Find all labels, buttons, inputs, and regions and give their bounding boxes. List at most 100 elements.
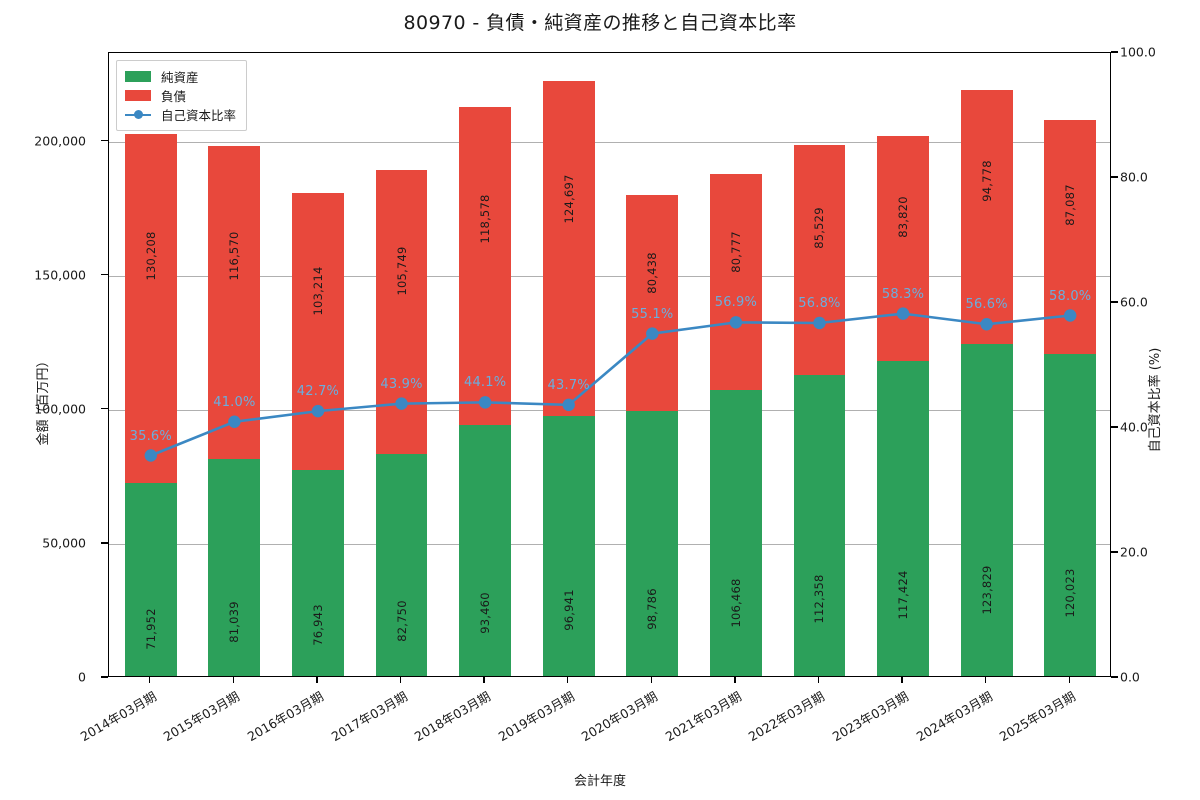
equity-ratio-marker[interactable] bbox=[395, 397, 408, 410]
x-axis-tickmark bbox=[1068, 677, 1070, 683]
x-axis-tick-label: 2020年03月期 bbox=[578, 688, 661, 745]
bar-segment-liabilities[interactable]: 103,214 bbox=[292, 192, 344, 470]
bar-segment-liabilities[interactable]: 124,697 bbox=[542, 81, 595, 416]
equity-ratio-marker[interactable] bbox=[980, 318, 993, 331]
x-axis-tick-label: 2024年03月期 bbox=[913, 688, 995, 745]
bar-segment-liabilities[interactable]: 80,777 bbox=[709, 173, 762, 391]
bar-segment-equity[interactable]: 81,039 bbox=[208, 458, 261, 676]
bar-stack[interactable]: 112,358 85,529 bbox=[793, 145, 846, 676]
equity-ratio-marker[interactable] bbox=[646, 327, 659, 340]
bar-stack[interactable]: 76,943 103,214 bbox=[292, 192, 344, 676]
legend-swatch-equity-ratio-icon bbox=[125, 109, 151, 120]
equity-ratio-value-label: 42.7% bbox=[296, 384, 340, 400]
bar-segment-liabilities[interactable]: 83,820 bbox=[877, 136, 929, 362]
legend-item-liabilities[interactable]: 負債 bbox=[125, 86, 236, 105]
equity-ratio-value-label: 56.6% bbox=[965, 297, 1008, 313]
plot-area: 71,952 130,208 81,039 116,570 76,943 103,214 8… bbox=[108, 52, 1111, 677]
bar-segment-liabilities[interactable]: 85,529 bbox=[793, 145, 846, 375]
x-axis-label: 会計年度 bbox=[573, 774, 626, 789]
bar-stack[interactable]: 93,460 118,578 bbox=[459, 107, 512, 676]
y-axis-tick-right: 60.0 bbox=[1120, 294, 1148, 310]
bar-stack[interactable]: 81,039 116,570 bbox=[208, 145, 261, 676]
bar-segment-equity[interactable]: 117,424 bbox=[877, 361, 929, 676]
x-axis-tick-label: 2017年03月期 bbox=[328, 688, 410, 745]
bar-stack[interactable]: 106,468 80,777 bbox=[709, 173, 762, 676]
x-axis-tickmark bbox=[149, 677, 151, 683]
equity-ratio-marker[interactable] bbox=[562, 398, 575, 412]
bar-stack[interactable]: 117,424 83,820 bbox=[877, 136, 929, 676]
x-axis-tick-label: 2019年03月期 bbox=[495, 688, 577, 745]
equity-ratio-marker[interactable] bbox=[478, 396, 492, 409]
bar-stack[interactable]: 123,829 94,778 bbox=[960, 89, 1013, 676]
x-axis-tickmark bbox=[567, 677, 569, 683]
y-axis-tick-left: 150,000 bbox=[34, 267, 86, 283]
y-axis-tick-left: 0 bbox=[78, 669, 86, 685]
y-axis-tickmark-right bbox=[1111, 551, 1118, 553]
equity-ratio-marker[interactable] bbox=[1064, 309, 1077, 322]
bar-segment-equity[interactable]: 98,786 bbox=[626, 411, 679, 676]
equity-ratio-value-label: 56.9% bbox=[714, 295, 758, 311]
bar-stack[interactable]: 71,952 130,208 bbox=[124, 133, 177, 676]
bar-segment-equity[interactable]: 120,023 bbox=[1044, 354, 1097, 676]
y-axis-label-right: 自己資本比率 (%) bbox=[1148, 347, 1164, 453]
x-axis-tickmark bbox=[984, 677, 987, 683]
bar-segment-equity[interactable]: 123,829 bbox=[960, 343, 1013, 676]
equity-ratio-value-label: 58.3% bbox=[881, 286, 925, 302]
legend-swatch-liabilities-icon bbox=[125, 90, 151, 101]
equity-ratio-value-label: 44.1% bbox=[463, 375, 507, 391]
y-axis-tick-right: 0.0 bbox=[1120, 669, 1140, 685]
y-axis-tickmark-right bbox=[1111, 301, 1118, 303]
page-title: 80970 - 負債・純資産の推移と自己資本比率 bbox=[403, 12, 797, 34]
equity-ratio-marker[interactable] bbox=[228, 415, 241, 428]
equity-ratio-marker[interactable] bbox=[144, 449, 157, 462]
bar-stack[interactable]: 96,941 124,697 bbox=[542, 81, 595, 676]
equity-ratio-line-layer: 35.6% 41.0% 42.7% 43.9% 44.1% 43.7% 55.1% 56.9%… bbox=[109, 53, 1110, 676]
x-axis-tick-label: 2015年03月期 bbox=[161, 688, 243, 745]
bar-segment-liabilities[interactable]: 130,208 bbox=[124, 133, 177, 483]
y-axis-tickmark-left bbox=[101, 273, 108, 276]
y-axis-tickmark-left bbox=[101, 676, 108, 678]
gridline bbox=[109, 141, 1110, 143]
y-axis-tickmark-right bbox=[1111, 51, 1118, 53]
equity-ratio-value-label: 55.1% bbox=[631, 306, 674, 322]
equity-ratio-value-label: 43.9% bbox=[380, 376, 423, 392]
legend-item-equity-ratio[interactable]: 自己資本比率 bbox=[125, 105, 236, 124]
equity-ratio-marker[interactable] bbox=[896, 307, 910, 320]
bar-segment-equity[interactable]: 96,941 bbox=[542, 415, 595, 676]
x-axis-tick-label: 2021年03月期 bbox=[662, 688, 744, 745]
equity-ratio-marker[interactable] bbox=[813, 316, 826, 330]
equity-ratio-marker[interactable] bbox=[729, 316, 743, 329]
equity-ratio-line bbox=[144, 307, 1077, 462]
bar-segment-equity[interactable]: 82,750 bbox=[375, 454, 428, 676]
y-axis-tickmark-left bbox=[101, 139, 108, 142]
x-axis-tickmark bbox=[734, 677, 736, 683]
y-axis-tick-right: 80.0 bbox=[1120, 169, 1148, 185]
x-axis-tickmark bbox=[650, 677, 652, 683]
legend-item-equity[interactable]: 純資産 bbox=[125, 67, 236, 86]
bar-segment-equity[interactable]: 76,943 bbox=[292, 469, 344, 676]
bar-segment-liabilities[interactable]: 94,778 bbox=[960, 89, 1013, 344]
equity-ratio-value-label: 58.0% bbox=[1049, 288, 1092, 304]
bar-segment-liabilities[interactable]: 80,438 bbox=[626, 195, 679, 412]
bar-segment-equity[interactable]: 112,358 bbox=[793, 374, 846, 676]
bar-segment-equity[interactable]: 71,952 bbox=[124, 483, 177, 676]
y-axis-tick-right: 100.0 bbox=[1120, 44, 1156, 60]
legend-label-equity: 純資産 bbox=[161, 70, 199, 85]
equity-ratio-marker[interactable] bbox=[311, 404, 325, 418]
y-axis-tick-right: 40.0 bbox=[1120, 419, 1148, 435]
bar-segment-liabilities[interactable]: 116,570 bbox=[208, 145, 261, 459]
equity-ratio-value-label: 56.8% bbox=[798, 296, 841, 311]
bar-stack[interactable]: 98,786 80,438 bbox=[626, 195, 679, 676]
bars-layer: 71,952 130,208 81,039 116,570 76,943 103,214 8… bbox=[109, 53, 1110, 676]
x-axis-tickmark bbox=[399, 677, 402, 683]
y-axis-tickmark-left bbox=[101, 542, 108, 544]
x-axis-tick-label: 2025年03月期 bbox=[996, 688, 1079, 745]
bar-segment-equity[interactable]: 106,468 bbox=[709, 390, 762, 676]
gridline bbox=[109, 543, 1110, 545]
legend-label-liabilities: 負債 bbox=[161, 89, 187, 104]
gridline bbox=[109, 409, 1110, 411]
bar-segment-liabilities[interactable]: 118,578 bbox=[459, 107, 512, 426]
bar-segment-equity[interactable]: 93,460 bbox=[459, 425, 512, 676]
legend-label-equity-ratio: 自己資本比率 bbox=[161, 108, 237, 123]
